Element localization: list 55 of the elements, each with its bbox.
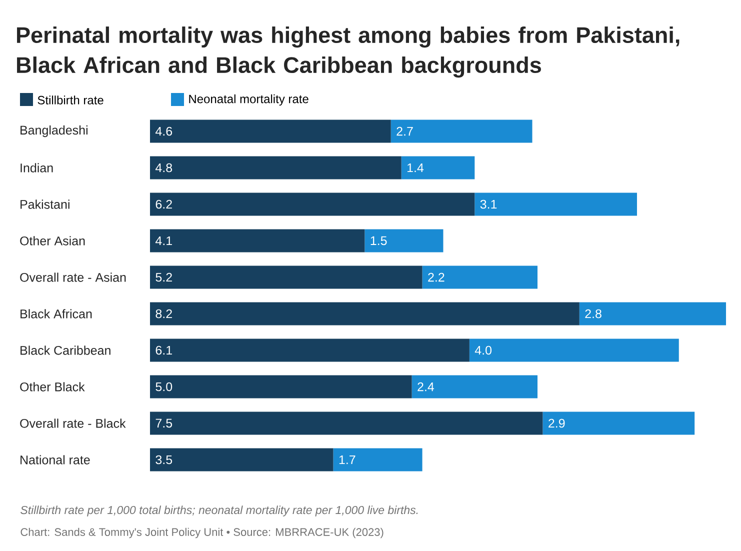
data-label: 4.0 bbox=[474, 346, 492, 355]
data-label: 6.2 bbox=[156, 200, 172, 209]
data-label: 3.5 bbox=[156, 455, 172, 464]
legend-label: Stillbirth rate bbox=[38, 96, 104, 104]
data-label: 1.4 bbox=[408, 163, 424, 172]
data-label: 2.4 bbox=[418, 382, 434, 392]
text: Stillbirth rate per 1,000 total births; neonatal mortality rate per 1,000 live births. bbox=[20, 506, 418, 516]
data-label: 2.2 bbox=[428, 272, 444, 282]
text: Chart: Sands & Tommy's Joint Policy Unit • Source: MBRRACE-UK (2023) bbox=[20, 528, 384, 538]
bar bbox=[150, 192, 475, 216]
bar bbox=[150, 375, 412, 398]
data-label: 3.1 bbox=[480, 200, 497, 209]
y-tick-label: National rate bbox=[20, 455, 90, 464]
data-label: 6.1 bbox=[156, 346, 172, 355]
y-tick-label: Black African bbox=[20, 309, 92, 318]
data-label: 5.0 bbox=[156, 382, 172, 392]
bar bbox=[579, 302, 726, 326]
y-tick-label: Other Asian bbox=[20, 236, 85, 246]
bar bbox=[422, 266, 538, 289]
y-tick-label: Indian bbox=[20, 163, 53, 172]
bar bbox=[150, 448, 334, 472]
data-label: 4.6 bbox=[155, 126, 172, 136]
bar bbox=[401, 156, 475, 180]
chart-title: Perinatal mortality was highest among babies from Pakistani, Black African and Black Caribbean backgrounds bbox=[17, 26, 680, 78]
legend-label: Neonatal mortality rate bbox=[189, 94, 308, 106]
data-label: 2.9 bbox=[548, 418, 565, 428]
data-label: 1.5 bbox=[370, 236, 387, 246]
bar bbox=[150, 266, 422, 289]
bar bbox=[469, 338, 679, 362]
data-label: 2.8 bbox=[585, 309, 602, 318]
y-tick-label: Bangladeshi bbox=[20, 125, 88, 138]
bar bbox=[390, 120, 532, 143]
y-tick-label: Overall rate - Black bbox=[20, 418, 126, 428]
y-tick-label: Pakistani bbox=[20, 200, 70, 209]
bar bbox=[333, 448, 422, 472]
bar bbox=[150, 412, 543, 435]
y-tick-label: Overall rate - Asian bbox=[20, 272, 126, 282]
data-label: 1.7 bbox=[339, 455, 356, 464]
bar bbox=[150, 302, 580, 326]
bar bbox=[542, 412, 695, 435]
bar bbox=[150, 229, 365, 252]
data-label: 2.7 bbox=[396, 126, 413, 136]
bar bbox=[150, 156, 402, 180]
bar bbox=[150, 120, 391, 143]
data-label: 4.1 bbox=[155, 236, 172, 246]
bar bbox=[474, 192, 637, 216]
data-label: 4.8 bbox=[155, 163, 172, 172]
data-label: 5.2 bbox=[156, 272, 172, 282]
bar bbox=[364, 229, 444, 252]
data-label: 8.2 bbox=[156, 309, 172, 318]
y-tick-label: Other Black bbox=[20, 382, 85, 392]
bar bbox=[412, 375, 538, 398]
y-tick-label: Black Caribbean bbox=[20, 346, 110, 355]
bar bbox=[150, 338, 470, 362]
data-label: 7.5 bbox=[156, 418, 172, 428]
